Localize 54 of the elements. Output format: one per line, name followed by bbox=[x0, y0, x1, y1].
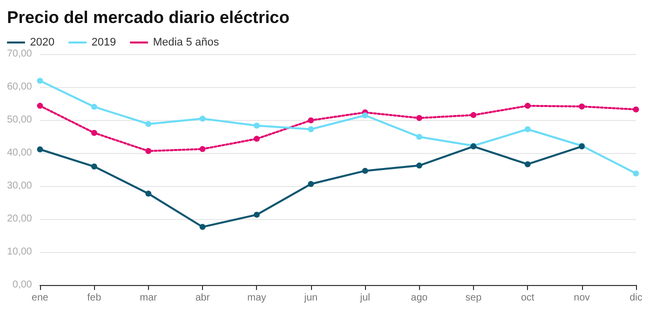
x-tick-label: oct bbox=[520, 292, 535, 304]
point bbox=[91, 104, 98, 110]
y-tick-label: 70,00 bbox=[6, 48, 32, 60]
point bbox=[416, 134, 422, 140]
y-tick-label: 40,00 bbox=[6, 148, 32, 158]
x-tick-label: abr bbox=[195, 292, 210, 304]
point bbox=[362, 168, 368, 174]
point bbox=[37, 146, 43, 152]
point bbox=[524, 126, 531, 132]
x-tick-label: ago bbox=[410, 292, 428, 304]
y-tick-label: 0,00 bbox=[12, 280, 32, 290]
x-tick-label: jul bbox=[359, 292, 370, 304]
x-tick-label: ene bbox=[32, 292, 49, 304]
point bbox=[254, 212, 260, 218]
point bbox=[200, 146, 206, 152]
y-tick-label: 60,00 bbox=[6, 82, 32, 92]
x-tick-label: jun bbox=[303, 292, 318, 304]
point bbox=[416, 115, 422, 122]
x-tick-label: may bbox=[247, 292, 266, 304]
point bbox=[578, 103, 585, 110]
x-tick-label: feb bbox=[87, 292, 102, 304]
point bbox=[633, 170, 639, 176]
point bbox=[524, 161, 531, 168]
point bbox=[145, 148, 152, 154]
y-tick-label: 10,00 bbox=[6, 246, 32, 258]
point bbox=[416, 162, 422, 169]
point bbox=[91, 130, 98, 136]
chart-title: Precio del mercado diario eléctrico bbox=[7, 8, 290, 27]
x-tick-label: nov bbox=[574, 292, 590, 304]
point bbox=[524, 102, 531, 109]
point bbox=[145, 190, 152, 197]
y-tick-label: 50,00 bbox=[6, 114, 32, 126]
point bbox=[254, 122, 260, 129]
legend-label: 2019 bbox=[91, 36, 116, 48]
y-tick-label: 20,00 bbox=[6, 214, 32, 224]
point bbox=[254, 136, 260, 142]
legend-label: 2020 bbox=[30, 36, 54, 48]
x-tick-label: dic bbox=[630, 292, 642, 304]
point bbox=[308, 181, 314, 188]
point bbox=[91, 164, 98, 170]
x-tick-label: sep bbox=[465, 292, 482, 304]
x-tick-label: mar bbox=[140, 292, 158, 304]
point bbox=[633, 106, 639, 112]
point bbox=[37, 102, 43, 109]
point bbox=[470, 112, 476, 118]
point bbox=[200, 224, 206, 230]
point bbox=[145, 120, 152, 127]
y-tick-label: 30,00 bbox=[6, 180, 32, 192]
point bbox=[308, 117, 314, 124]
point bbox=[200, 116, 206, 122]
legend-label: Media 5 años bbox=[152, 36, 220, 48]
point bbox=[37, 78, 43, 84]
point bbox=[308, 126, 314, 132]
point bbox=[362, 112, 368, 118]
